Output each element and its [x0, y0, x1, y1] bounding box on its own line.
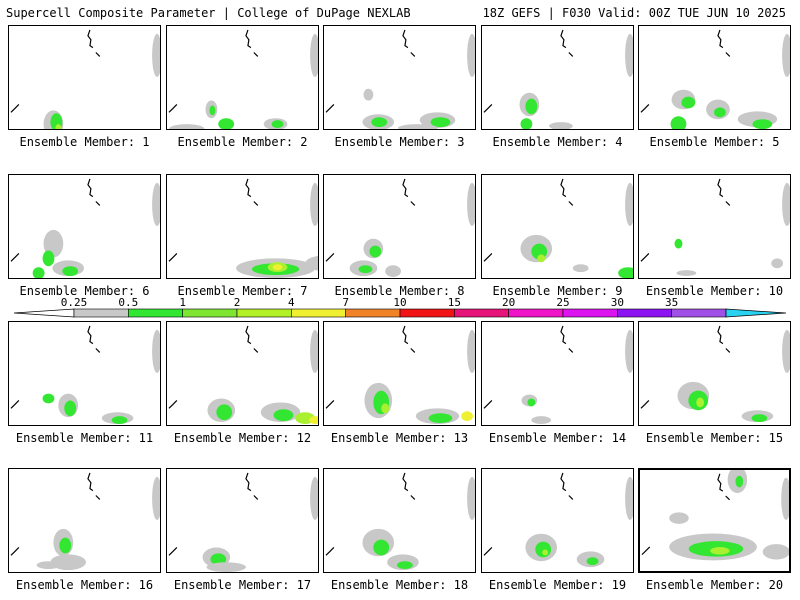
- ensemble-member-label: Ensemble Member: 14: [488, 431, 627, 445]
- legend-tick-label: 20: [502, 298, 515, 309]
- legend-swatch: [128, 308, 183, 318]
- ensemble-member-label: Ensemble Member: 20: [645, 578, 784, 592]
- legend-tick-label: 0.25: [61, 298, 88, 309]
- ensemble-member-map[interactable]: [481, 321, 634, 426]
- ensemble-member-label: Ensemble Member: 11: [15, 431, 154, 445]
- ensemble-member-map[interactable]: [638, 174, 791, 279]
- legend-tick-label: 7: [342, 298, 349, 309]
- legend-swatch: [562, 308, 618, 318]
- ensemble-member-map[interactable]: [481, 468, 634, 573]
- ensemble-member-map[interactable]: [166, 174, 319, 279]
- legend-tick-label: 10: [393, 298, 406, 309]
- legend-tick-label: 35: [665, 298, 678, 309]
- legend-swatch: [73, 308, 129, 318]
- ensemble-member-map[interactable]: [638, 25, 791, 130]
- ensemble-member-map[interactable]: [166, 321, 319, 426]
- ensemble-member-label: Ensemble Member: 10: [645, 284, 784, 298]
- ensemble-member-label: Ensemble Member: 8: [334, 284, 465, 298]
- ensemble-member-map[interactable]: [323, 321, 476, 426]
- ensemble-member-label: Ensemble Member: 19: [488, 578, 627, 592]
- ensemble-member-label: Ensemble Member: 16: [15, 578, 154, 592]
- ensemble-member-map[interactable]: [481, 174, 634, 279]
- ensemble-member-label: Ensemble Member: 3: [334, 135, 465, 149]
- ensemble-member-map[interactable]: [323, 468, 476, 573]
- page-title-right: 18Z GEFS | F030 Valid: 00Z TUE JUN 10 20…: [482, 6, 786, 20]
- legend-swatch: [399, 308, 455, 318]
- ensemble-member-map[interactable]: [8, 468, 161, 573]
- ensemble-member-label: Ensemble Member: 4: [492, 135, 623, 149]
- ensemble-member-label: Ensemble Member: 5: [649, 135, 780, 149]
- ensemble-member-label: Ensemble Member: 13: [330, 431, 469, 445]
- ensemble-member-map[interactable]: [166, 468, 319, 573]
- ensemble-member-label: Ensemble Member: 12: [173, 431, 312, 445]
- ensemble-member-map[interactable]: [323, 174, 476, 279]
- ensemble-member-map[interactable]: [8, 321, 161, 426]
- ensemble-member-map[interactable]: [323, 25, 476, 130]
- legend-swatch: [182, 308, 238, 318]
- ensemble-member-label: Ensemble Member: 15: [645, 431, 784, 445]
- ensemble-member-label: Ensemble Member: 7: [177, 284, 308, 298]
- legend-arrow-left: [14, 308, 75, 318]
- ensemble-member-label: Ensemble Member: 2: [177, 135, 308, 149]
- legend-tick-label: 0.5: [118, 298, 138, 309]
- page-title-left: Supercell Composite Parameter | College …: [6, 6, 411, 20]
- legend-swatch: [671, 308, 727, 318]
- legend-swatch: [291, 308, 346, 318]
- ensemble-member-map[interactable]: [166, 25, 319, 130]
- ensemble-member-label: Ensemble Member: 6: [19, 284, 150, 298]
- ensemble-member-label: Ensemble Member: 18: [330, 578, 469, 592]
- legend-swatch: [454, 308, 509, 318]
- legend-arrow-right: [725, 308, 786, 318]
- legend-tick-label: 4: [288, 298, 295, 309]
- ensemble-member-label: Ensemble Member: 17: [173, 578, 312, 592]
- ensemble-member-map[interactable]: [8, 174, 161, 279]
- legend-swatch: [236, 308, 292, 318]
- legend-tick-label: 2: [234, 298, 241, 309]
- legend-tick-label: 15: [448, 298, 461, 309]
- legend-swatch: [345, 308, 401, 318]
- color-scale-legend: 0.25 0.5 1 2 4 7 10 15 20 25 30 35: [14, 298, 786, 318]
- ensemble-member-label: Ensemble Member: 1: [19, 135, 150, 149]
- legend-swatch: [617, 308, 672, 318]
- legend-tick-label: 25: [556, 298, 569, 309]
- ensemble-member-map[interactable]: [638, 321, 791, 426]
- legend-swatch: [508, 308, 564, 318]
- ensemble-member-map[interactable]: [481, 25, 634, 130]
- legend-tick-label: 30: [611, 298, 624, 309]
- ensemble-member-map[interactable]: [638, 468, 791, 573]
- legend-tick-label: 1: [179, 298, 186, 309]
- ensemble-member-label: Ensemble Member: 9: [492, 284, 623, 298]
- ensemble-member-map[interactable]: [8, 25, 161, 130]
